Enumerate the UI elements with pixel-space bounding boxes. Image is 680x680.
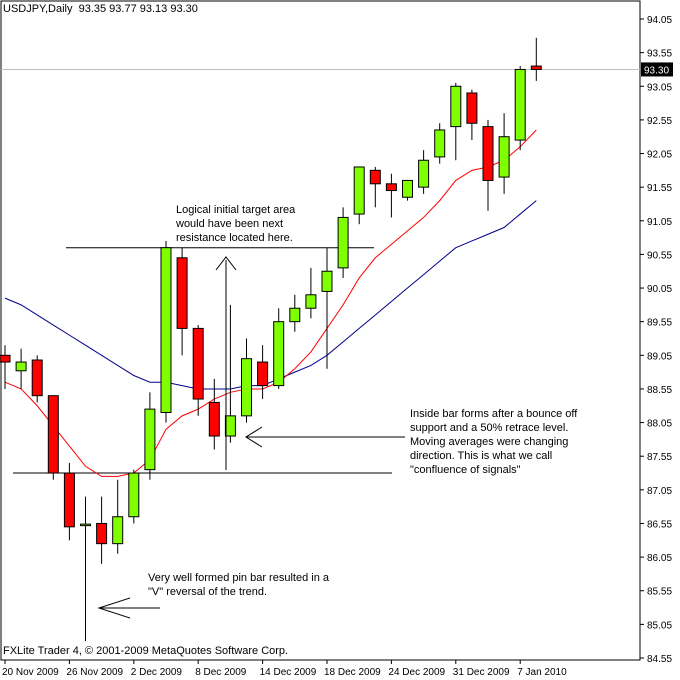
pin-bar-arrow-head bbox=[97, 597, 131, 619]
y-tick-label: 85.05 bbox=[647, 620, 672, 631]
candle-body bbox=[353, 166, 365, 215]
x-tick-label: 7 Jan 2010 bbox=[517, 667, 567, 678]
ma-fast-line bbox=[4, 129, 537, 477]
footer-text: FXLite Trader 4, © 2001-2009 MetaQuotes … bbox=[3, 645, 289, 657]
candle-body bbox=[369, 169, 381, 185]
candle-body bbox=[321, 270, 333, 292]
y-tick-label: 92.05 bbox=[647, 150, 672, 161]
y-tick-label: 89.05 bbox=[647, 351, 672, 362]
candle-body bbox=[0, 354, 11, 363]
y-tick-label: 92.55 bbox=[647, 116, 672, 127]
candle-body bbox=[144, 408, 156, 471]
y-tick-label: 87.55 bbox=[647, 452, 672, 463]
current-price-label: 93.30 bbox=[644, 65, 669, 76]
y-tick-label: 93.55 bbox=[647, 49, 672, 60]
annotation-target: Logical initial target area would have b… bbox=[176, 204, 296, 244]
y-tick-label: 90.05 bbox=[647, 284, 672, 295]
x-tick-label: 20 Nov 2009 bbox=[2, 667, 59, 678]
y-tick-label: 89.55 bbox=[647, 318, 672, 329]
x-tick-label: 24 Dec 2009 bbox=[388, 667, 445, 678]
candle-body bbox=[305, 294, 317, 309]
candle-body bbox=[273, 321, 285, 387]
inside-bar-arrow-head bbox=[245, 426, 263, 448]
candle-body bbox=[31, 359, 43, 397]
candle-body bbox=[257, 361, 269, 387]
x-tick-label: 31 Dec 2009 bbox=[453, 667, 510, 678]
x-tick-label: 14 Dec 2009 bbox=[260, 667, 317, 678]
candle-body bbox=[450, 85, 462, 128]
ma-slow-line bbox=[4, 200, 537, 390]
candle-body bbox=[15, 361, 27, 372]
y-tick-label: 94.05 bbox=[647, 15, 672, 26]
symbol-header: USDJPY,Daily 93.35 93.77 93.13 93.30 bbox=[3, 3, 198, 15]
y-tick-label: 91.55 bbox=[647, 183, 672, 194]
candle-body bbox=[418, 159, 430, 188]
candle-body bbox=[482, 126, 494, 181]
annotation-inside-bar: Inside bar forms after a bounce off supp… bbox=[410, 408, 578, 476]
candle-body bbox=[224, 415, 236, 437]
candle-body bbox=[241, 358, 252, 417]
candle-body bbox=[514, 68, 526, 141]
candle-body bbox=[160, 247, 172, 413]
candle-body bbox=[498, 136, 510, 178]
candle-body bbox=[47, 395, 59, 474]
x-tick-label: 2 Dec 2009 bbox=[131, 667, 183, 678]
x-tick-label: 8 Dec 2009 bbox=[195, 667, 247, 678]
x-tick-label: 18 Dec 2009 bbox=[324, 667, 381, 678]
candle-body bbox=[176, 257, 188, 329]
candle-body bbox=[192, 327, 204, 400]
y-tick-label: 86.55 bbox=[647, 519, 672, 530]
current-price-tag bbox=[641, 62, 673, 77]
y-tick-label: 91.05 bbox=[647, 217, 672, 228]
y-tick-label: 84.55 bbox=[647, 654, 672, 665]
candle-body bbox=[434, 129, 446, 158]
y-tick-label: 85.55 bbox=[647, 587, 672, 598]
candle-body bbox=[128, 472, 140, 518]
y-tick-label: 86.05 bbox=[647, 553, 672, 564]
y-tick-label: 93.05 bbox=[647, 82, 672, 93]
annotation-pin-bar: Very well formed pin bar resulted in a "… bbox=[148, 572, 329, 598]
y-tick-label: 87.05 bbox=[647, 486, 672, 497]
x-tick-label: 26 Nov 2009 bbox=[66, 667, 123, 678]
candle-body bbox=[63, 472, 75, 528]
candle-body bbox=[337, 216, 349, 269]
candle-body bbox=[530, 65, 542, 70]
candle-body bbox=[385, 183, 397, 192]
candle-body bbox=[402, 179, 413, 198]
candle-body bbox=[112, 516, 124, 545]
y-tick-label: 88.55 bbox=[647, 385, 672, 396]
y-tick-label: 90.55 bbox=[647, 250, 672, 261]
candle-body bbox=[208, 401, 220, 437]
target-arrow-head bbox=[215, 256, 237, 271]
candle-body bbox=[96, 522, 108, 545]
candle-body bbox=[80, 523, 91, 527]
candle-body bbox=[466, 92, 478, 124]
plot-frame bbox=[0, 0, 641, 661]
y-tick-label: 88.05 bbox=[647, 419, 672, 430]
candle-body bbox=[289, 307, 301, 323]
